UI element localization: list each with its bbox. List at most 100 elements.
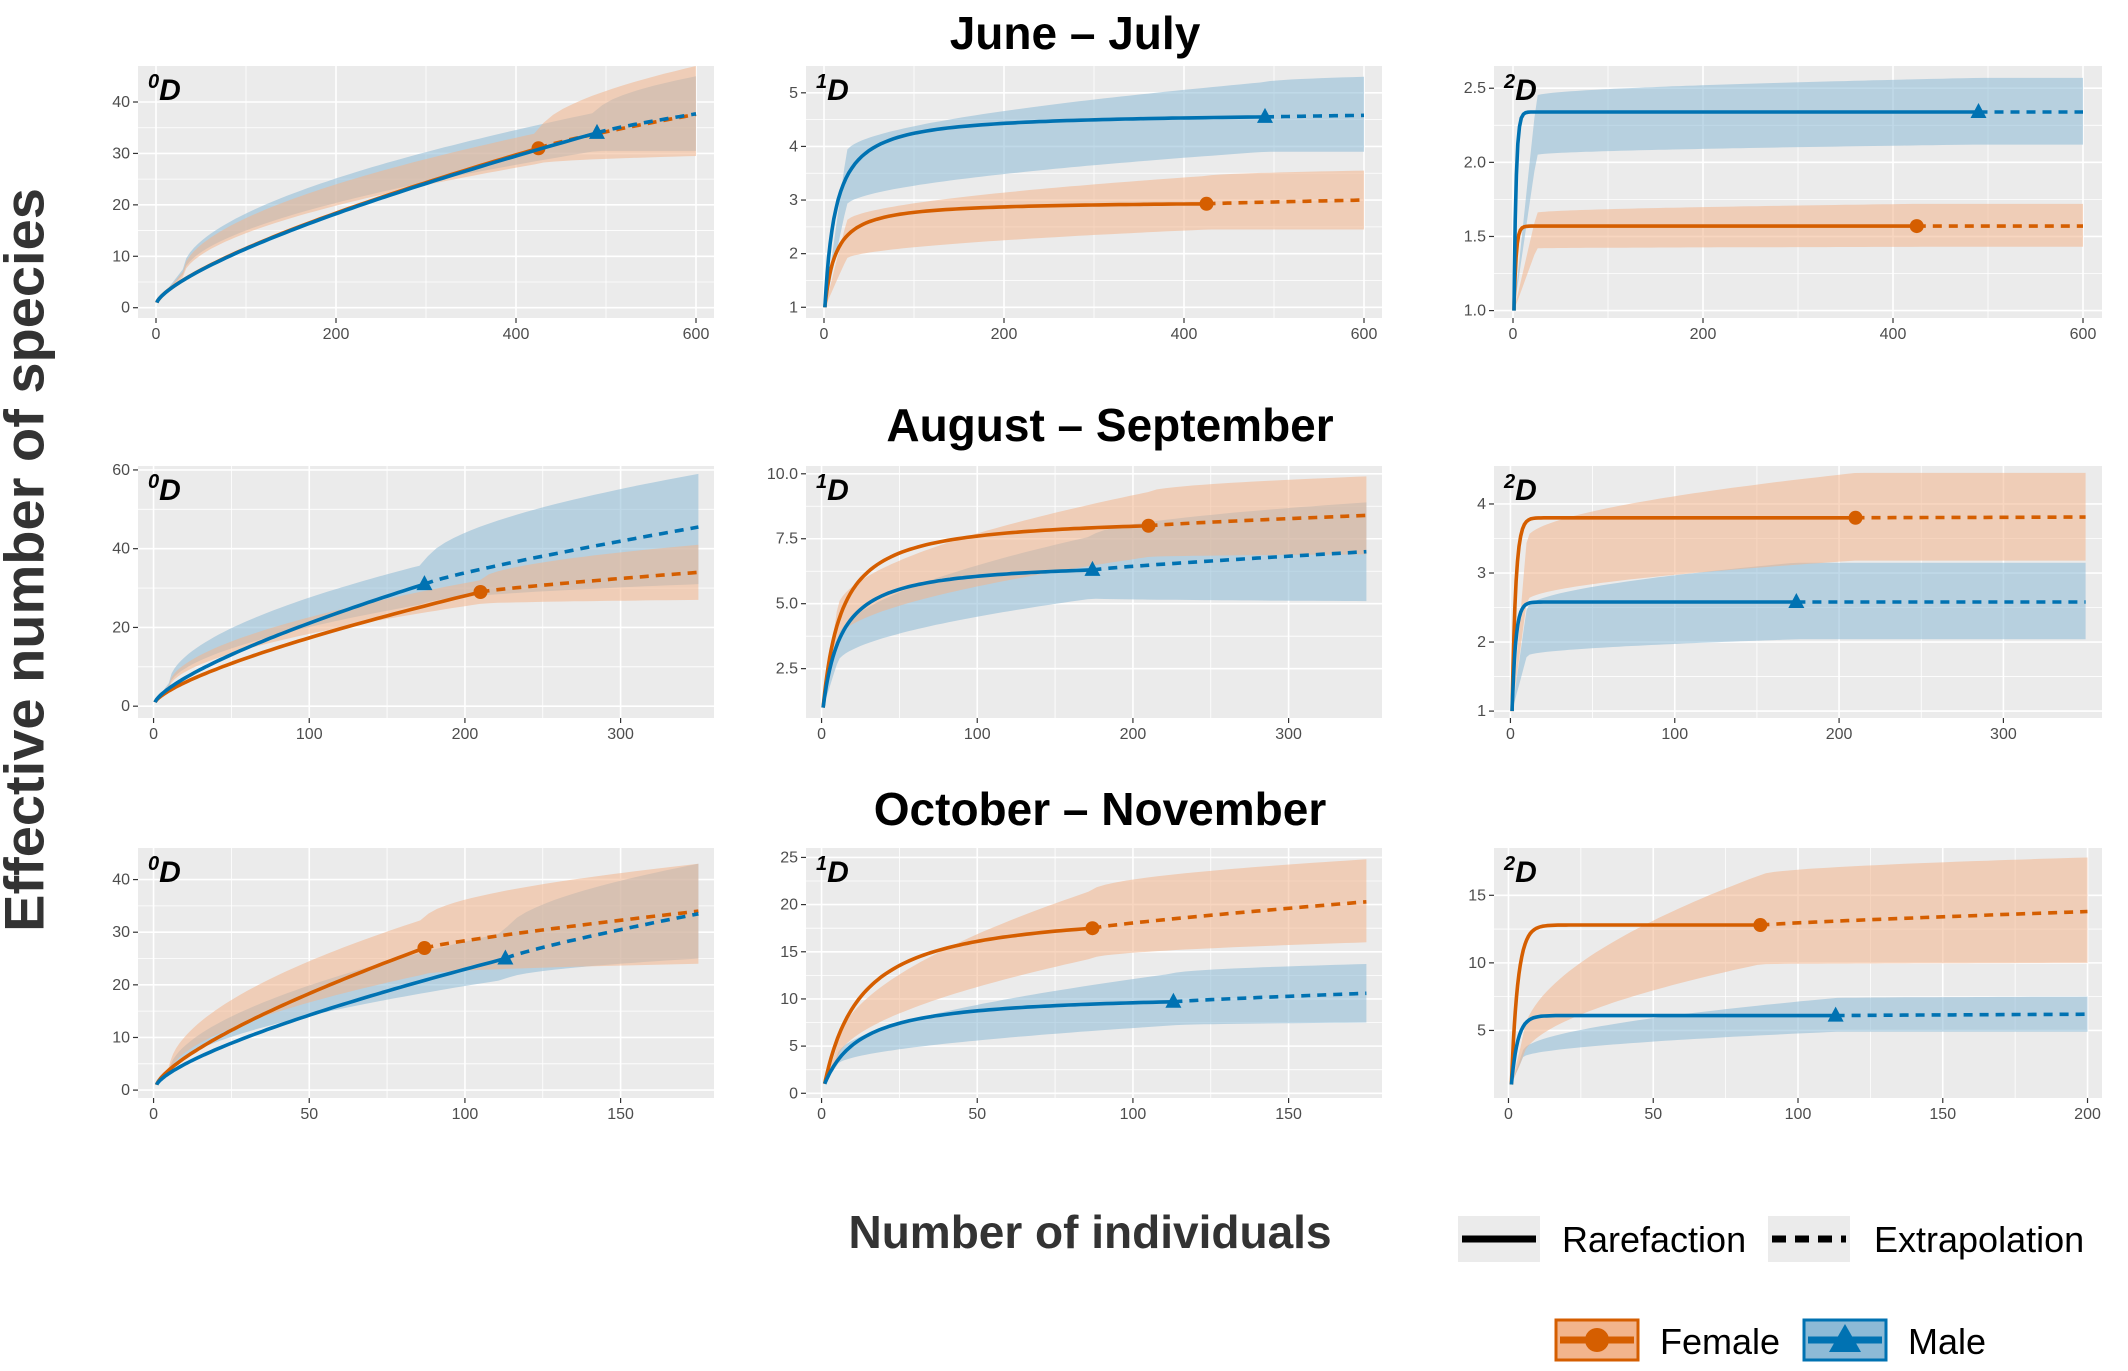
x-tick-label: 400 [1880,326,1907,343]
panel-diversity-order-label: 1D [816,471,849,507]
extrapolation-line-male [1264,113,1365,119]
panel-diversity-order-label: 2D [1503,853,1537,889]
panel-order-superscript: 1 [816,853,827,875]
panel-order-superscript: 0 [148,853,159,875]
y-tick-label: 20 [780,897,798,914]
ci-band-male [1512,562,2086,712]
x-tick-label: 0 [152,326,161,343]
extrapolation-line-female [424,909,699,950]
panel-order-letter: D [159,856,181,889]
x-tick-label: 50 [1644,1106,1662,1123]
y-tick-label: 4 [789,138,798,155]
rarefaction-line-male [1510,600,1797,712]
y-tick-label: 5.0 [776,596,798,613]
x-tick-label: 400 [1171,326,1198,343]
y-tick-label: 60 [112,462,130,479]
y-tick-label: 4 [1477,496,1486,513]
panel-order-superscript: 2 [1503,71,1515,93]
y-tick-label: 5 [789,1038,798,1055]
y-tick-label: 5 [1477,1022,1486,1039]
rarefaction-line-male [155,131,598,304]
y-tick-label: 1.5 [1464,228,1486,245]
y-tick-label: 15 [1468,887,1486,904]
rarefaction-line-female [821,524,1149,708]
x-tick-label: 600 [1351,326,1378,343]
y-tick-label: 20 [112,977,130,994]
x-tick-label: 300 [1275,726,1302,743]
panel-order-letter: D [1515,856,1537,889]
rarefaction-line-male [1509,1013,1836,1085]
observed-point-female [417,941,432,955]
y-tick-label: 3 [789,192,798,209]
panel-order-superscript: 2 [1503,853,1515,875]
x-tick-label: 0 [149,1106,158,1123]
panel-order-letter: D [827,74,849,107]
y-tick-label: 2 [789,246,798,263]
rarefaction-line-male [823,1000,1174,1085]
x-tick-label: 0 [1509,326,1518,343]
panel-order-superscript: 1 [816,71,827,93]
y-tick-label: 2 [1477,634,1486,651]
rarefaction-line-female [1509,923,1761,1085]
y-tick-label: 0 [121,1082,130,1099]
panel-order-superscript: 0 [148,71,159,93]
y-tick-label: 2.0 [1464,154,1486,171]
panel-diversity-order-label: 1D [816,71,849,107]
x-tick-label: 200 [452,726,479,743]
panel-order-superscript: 0 [148,471,159,493]
extrapolation-line-male [1092,549,1367,572]
extrapolation-line-female [1148,513,1367,528]
ci-band-female [1511,857,2088,1085]
rarefaction-line-female [1510,515,1856,712]
x-tick-label: 0 [149,726,158,743]
rarefaction-line-female [1512,224,1917,311]
x-tick-label: 50 [300,1106,318,1123]
ci-band-female [156,863,699,1085]
panel-8: 0 50 100 150 200 5 10 15 2D [1468,848,2102,1123]
panel-4: 0 100 200 300 2.5 5.0 7.5 10.0 1D [767,466,1382,743]
x-tick-label: 200 [1690,326,1717,343]
observed-point-male [589,123,605,139]
y-tick-label: 1 [1477,703,1486,720]
observed-point-male [1827,1006,1844,1022]
observed-point-male [1165,992,1182,1008]
x-tick-label: 100 [452,1106,479,1123]
observed-point-female [473,585,488,599]
x-tick-label: 150 [1929,1106,1956,1123]
panel-order-superscript: 2 [1503,471,1515,493]
row-title-august-september: August – September [886,399,1334,451]
x-tick-label: 0 [1506,726,1515,743]
panel-diversity-order-label: 1D [816,853,849,889]
x-tick-label: 0 [820,326,829,343]
row-title-june-july: June – July [949,7,1201,59]
ci-band-male [824,76,1364,308]
x-tick-label: 150 [1275,1106,1302,1123]
ci-band-male [1514,77,2083,311]
y-tick-label: 2.5 [1464,80,1486,97]
x-tick-label: 100 [1785,1106,1812,1123]
y-tick-label: 10 [112,1029,130,1046]
rarefaction-line-male [153,582,425,703]
y-tick-label: 0 [789,1085,798,1102]
panel-diversity-order-label: 2D [1503,71,1537,107]
x-tick-label: 150 [607,1106,634,1123]
y-tick-label: 40 [112,541,130,558]
extrapolation-line-female [1206,198,1365,206]
rarefaction-line-male [821,568,1093,708]
panel-order-letter: D [827,856,849,889]
observed-point-female [1848,510,1863,525]
y-tick-label: 25 [780,849,798,866]
y-tick-label: 3 [1477,565,1486,582]
observed-point-female [1141,518,1156,533]
rarefaction-line-female [822,926,1093,1085]
x-tick-label: 50 [968,1106,986,1123]
x-tick-label: 600 [2070,326,2097,343]
observed-point-male [1788,593,1805,609]
rarefaction-line-female [154,946,426,1086]
rarefaction-line-male [823,115,1266,308]
